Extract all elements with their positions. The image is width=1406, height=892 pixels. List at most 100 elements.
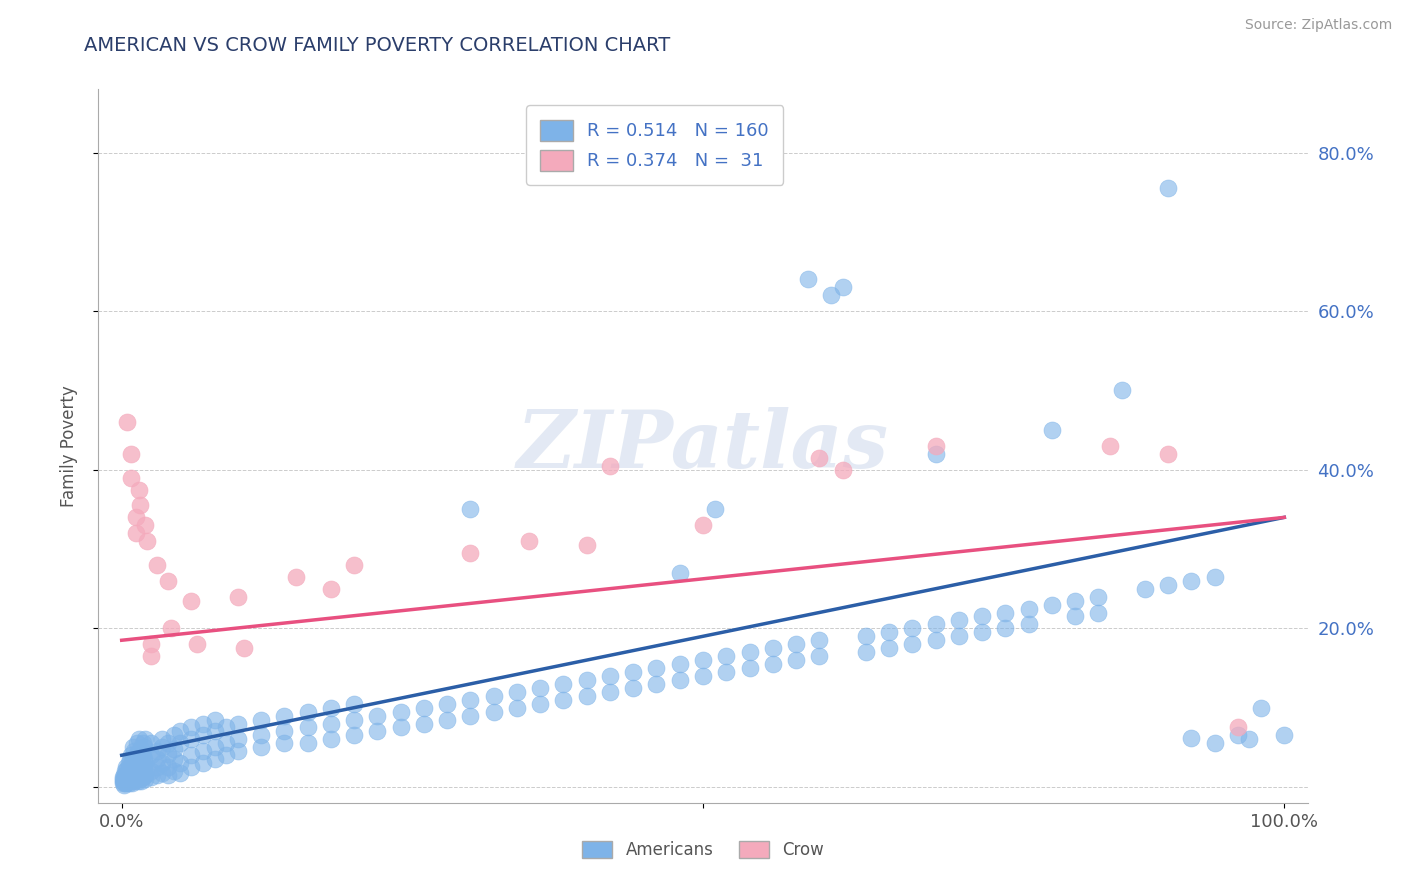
Point bbox=[114, 776, 136, 790]
Point bbox=[180, 721, 202, 735]
Point bbox=[122, 752, 145, 766]
Point bbox=[204, 752, 226, 766]
Point bbox=[343, 558, 366, 572]
Point bbox=[112, 778, 135, 792]
Point bbox=[191, 728, 214, 742]
Point bbox=[131, 748, 153, 763]
Point bbox=[668, 657, 690, 671]
Point bbox=[169, 724, 191, 739]
Text: Source: ZipAtlas.com: Source: ZipAtlas.com bbox=[1244, 18, 1392, 32]
Point bbox=[273, 736, 295, 750]
Point bbox=[134, 772, 156, 786]
Point bbox=[319, 716, 342, 731]
Point bbox=[1018, 617, 1040, 632]
Point bbox=[139, 637, 162, 651]
Point bbox=[134, 756, 156, 771]
Point bbox=[319, 582, 342, 596]
Point bbox=[136, 534, 159, 549]
Point bbox=[122, 768, 145, 782]
Point bbox=[1204, 736, 1226, 750]
Point bbox=[129, 749, 152, 764]
Point bbox=[129, 760, 152, 774]
Point bbox=[668, 673, 690, 687]
Point bbox=[1087, 606, 1109, 620]
Point bbox=[124, 772, 146, 786]
Point bbox=[112, 775, 135, 789]
Point bbox=[436, 713, 458, 727]
Point bbox=[132, 765, 155, 780]
Point bbox=[124, 526, 146, 541]
Legend: Americans, Crow: Americans, Crow bbox=[575, 834, 831, 866]
Point bbox=[808, 649, 831, 664]
Point bbox=[150, 765, 173, 780]
Point bbox=[460, 692, 482, 706]
Point bbox=[124, 760, 146, 774]
Point bbox=[204, 740, 226, 755]
Point bbox=[738, 661, 761, 675]
Point bbox=[191, 716, 214, 731]
Point bbox=[118, 771, 141, 785]
Point bbox=[762, 641, 785, 656]
Point bbox=[157, 574, 180, 588]
Point bbox=[901, 621, 924, 635]
Point bbox=[124, 756, 146, 771]
Point bbox=[924, 633, 946, 648]
Point bbox=[180, 593, 202, 607]
Point bbox=[924, 439, 946, 453]
Point bbox=[1204, 570, 1226, 584]
Point bbox=[191, 744, 214, 758]
Point bbox=[808, 450, 831, 465]
Point bbox=[319, 732, 342, 747]
Point bbox=[114, 764, 136, 778]
Point bbox=[127, 757, 149, 772]
Point bbox=[877, 625, 900, 640]
Point bbox=[131, 742, 153, 756]
Point bbox=[831, 463, 853, 477]
Point bbox=[120, 748, 142, 763]
Point bbox=[297, 736, 319, 750]
Point bbox=[163, 752, 186, 766]
Point bbox=[132, 740, 155, 755]
Point bbox=[529, 697, 551, 711]
Point bbox=[134, 768, 156, 782]
Point bbox=[150, 732, 173, 747]
Point bbox=[529, 681, 551, 695]
Point bbox=[319, 700, 342, 714]
Point bbox=[948, 614, 970, 628]
Point bbox=[115, 768, 138, 782]
Point bbox=[1157, 578, 1180, 592]
Point bbox=[226, 744, 249, 758]
Text: AMERICAN VS CROW FAMILY POVERTY CORRELATION CHART: AMERICAN VS CROW FAMILY POVERTY CORRELAT… bbox=[84, 36, 671, 54]
Point bbox=[128, 756, 150, 771]
Point bbox=[112, 768, 135, 782]
Point bbox=[145, 558, 167, 572]
Point bbox=[121, 771, 143, 785]
Point bbox=[831, 280, 853, 294]
Point bbox=[121, 763, 143, 777]
Point bbox=[145, 768, 167, 782]
Point bbox=[125, 765, 148, 780]
Point bbox=[121, 756, 143, 771]
Point bbox=[215, 748, 238, 763]
Point bbox=[180, 732, 202, 747]
Point bbox=[131, 763, 153, 777]
Point bbox=[132, 760, 155, 774]
Point bbox=[129, 764, 152, 778]
Point bbox=[692, 518, 714, 533]
Point bbox=[232, 641, 254, 656]
Point bbox=[389, 705, 412, 719]
Point bbox=[204, 713, 226, 727]
Point bbox=[127, 773, 149, 788]
Point bbox=[436, 697, 458, 711]
Point bbox=[1040, 423, 1063, 437]
Point bbox=[145, 744, 167, 758]
Point bbox=[117, 772, 139, 786]
Point bbox=[575, 538, 598, 552]
Point bbox=[131, 755, 153, 769]
Point bbox=[129, 499, 152, 513]
Point bbox=[855, 645, 877, 659]
Point bbox=[506, 685, 529, 699]
Point bbox=[191, 756, 214, 771]
Point bbox=[157, 747, 180, 761]
Point bbox=[970, 609, 993, 624]
